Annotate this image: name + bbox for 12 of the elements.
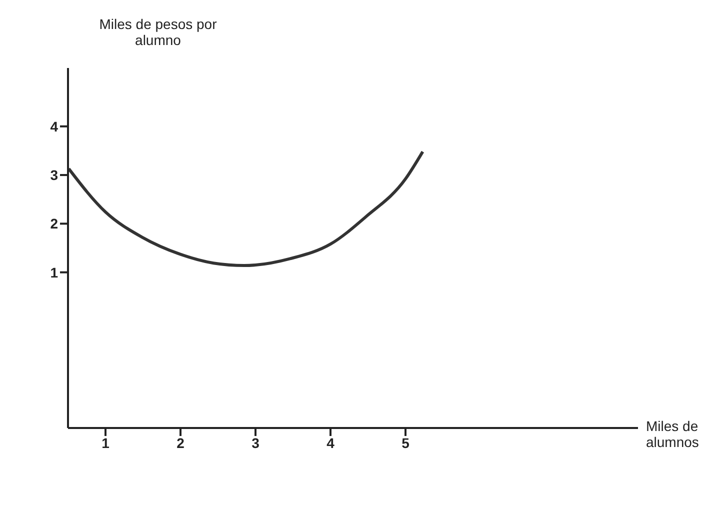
y-tick-label: 1 — [50, 264, 58, 280]
y-axis-title: Miles de pesos por alumno — [98, 16, 218, 48]
x-axis-title: Miles de alumnos — [646, 418, 700, 450]
line-series — [68, 150, 424, 268]
x-tick-label: 2 — [176, 434, 185, 451]
y-tick-label: 4 — [50, 118, 58, 134]
x-tick-label: 1 — [102, 434, 110, 451]
x-tick-label: 5 — [402, 434, 410, 451]
y-tick-label: 3 — [50, 166, 58, 183]
x-tick-label: 3 — [252, 434, 260, 451]
x-tick-label: 4 — [326, 434, 335, 451]
y-tick-label: 2 — [50, 216, 58, 232]
